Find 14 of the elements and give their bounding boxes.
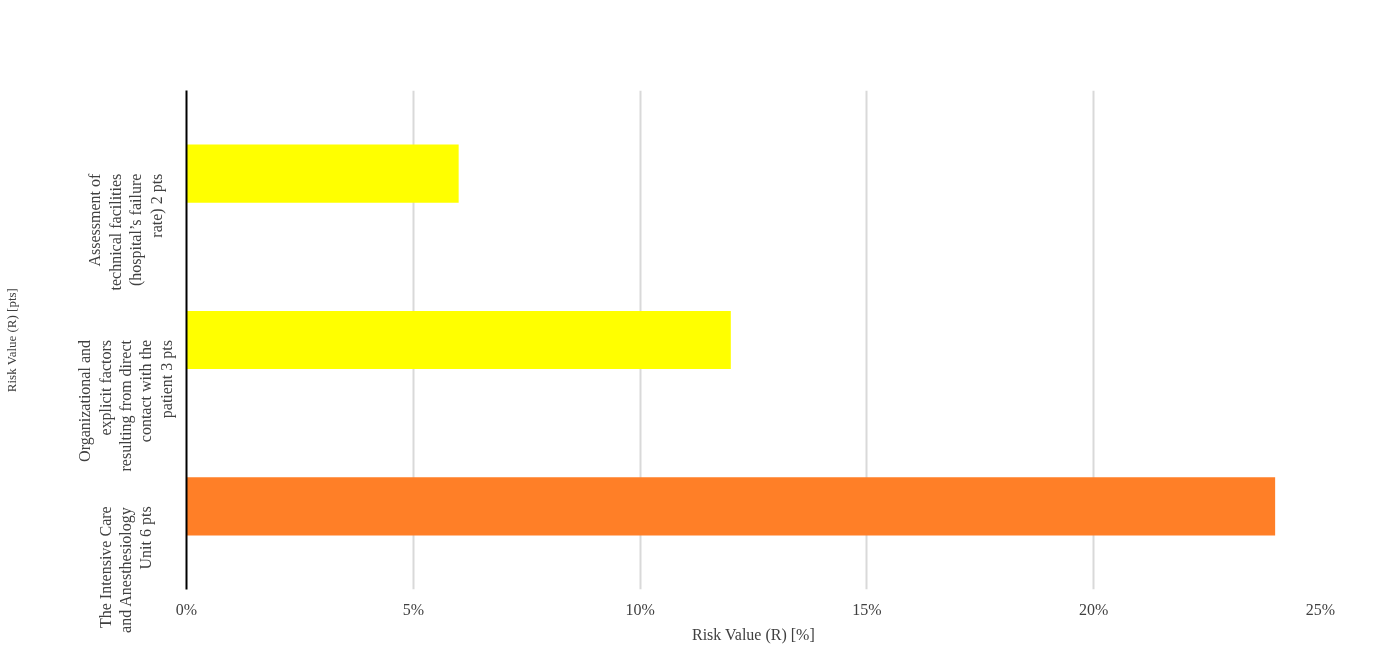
x-tick-label: 25% [1305, 600, 1336, 618]
y-tick-label: Assessment of technical facilities (hospital’s failure rate) 2 pts [86, 172, 166, 291]
bar [186, 310, 731, 370]
x-tick-label: 5% [402, 600, 424, 618]
bar [186, 477, 1276, 536]
x-tick-label: 10% [625, 600, 655, 618]
x-tick-label: 0% [175, 600, 198, 618]
y-tick-label: The Intensive Care and Anesthesiology Unit 6 pts [96, 506, 156, 633]
x-tick-label: 15% [852, 600, 882, 618]
x-tick-label: 20% [1079, 600, 1109, 618]
bar [186, 144, 459, 203]
y-tick-label: Organizational and explicit factors resulting from direct contact with the patient 3 pts [76, 339, 176, 472]
x-axis-title: Risk Value (R) [%] [691, 625, 815, 644]
y-axis-title: Risk Value (R) [pts] [3, 288, 19, 393]
